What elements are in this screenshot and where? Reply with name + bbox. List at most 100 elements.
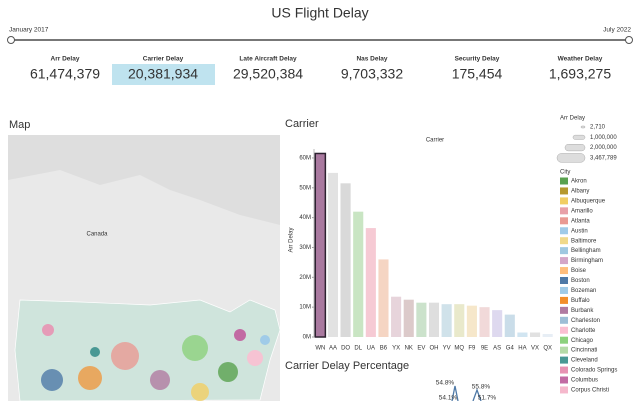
color-swatch[interactable] — [560, 316, 568, 324]
color-swatch[interactable] — [560, 306, 568, 314]
slider-handle[interactable] — [625, 36, 633, 44]
color-swatch[interactable] — [560, 227, 568, 235]
size-label: 2,000,000 — [590, 145, 617, 151]
color-label[interactable]: Burbank — [571, 308, 594, 314]
color-label[interactable]: Colorado Springs — [571, 368, 617, 374]
color-legend-title: City — [560, 170, 570, 176]
color-label[interactable]: Akron — [571, 179, 587, 185]
bar[interactable] — [365, 228, 376, 337]
color-swatch[interactable] — [560, 177, 568, 185]
size-legend-title: Arr Delay — [560, 116, 585, 122]
color-label[interactable]: Boston — [571, 278, 590, 284]
kpi-value[interactable]: 61,474,379 — [30, 66, 100, 82]
bar[interactable] — [340, 183, 351, 337]
color-swatch[interactable] — [560, 296, 568, 304]
map-bubble[interactable] — [260, 335, 270, 345]
kpi-value[interactable]: 29,520,384 — [233, 66, 303, 82]
color-label[interactable]: Cleveland — [571, 358, 598, 364]
color-swatch[interactable] — [560, 267, 568, 275]
map-bubble[interactable] — [150, 370, 170, 390]
pct-label: 54.1% — [439, 395, 458, 401]
bar[interactable] — [542, 334, 553, 337]
color-label[interactable]: Corpus Christi — [571, 388, 609, 394]
map-bubble[interactable] — [78, 366, 102, 390]
color-swatch[interactable] — [560, 217, 568, 225]
bar[interactable] — [530, 332, 541, 337]
map-bubble[interactable] — [247, 350, 263, 366]
color-label[interactable]: Bozeman — [571, 288, 596, 294]
map-place-label: Canada — [86, 232, 108, 238]
color-swatch[interactable] — [560, 286, 568, 294]
map[interactable] — [8, 135, 281, 401]
map-bubble[interactable] — [90, 347, 100, 357]
bar[interactable] — [492, 310, 503, 337]
slider-handle[interactable] — [7, 36, 15, 44]
color-label[interactable]: Bellingham — [571, 248, 601, 254]
kpi-value[interactable]: 1,693,275 — [549, 66, 611, 82]
color-label[interactable]: Buffalo — [571, 298, 590, 304]
y-axis-title: Arr Delay — [289, 227, 295, 252]
bar[interactable] — [416, 302, 427, 337]
size-label: 1,000,000 — [590, 135, 617, 141]
kpi-value[interactable]: 9,703,332 — [341, 66, 403, 82]
bar[interactable] — [466, 305, 477, 337]
map-bubble[interactable] — [191, 383, 209, 401]
color-label[interactable]: Amarillo — [571, 208, 593, 214]
color-swatch[interactable] — [560, 257, 568, 265]
kpi-value[interactable]: 175,454 — [452, 66, 503, 82]
x-tick-label: NK — [405, 346, 413, 352]
color-label[interactable]: Chicago — [571, 338, 594, 344]
map-bubble[interactable] — [234, 329, 246, 341]
map-bubble[interactable] — [182, 335, 208, 361]
color-label[interactable]: Albuquerque — [571, 198, 606, 204]
color-label[interactable]: Albany — [571, 189, 589, 195]
color-swatch[interactable] — [560, 376, 568, 384]
color-label[interactable]: Baltimore — [571, 238, 597, 244]
color-swatch[interactable] — [560, 207, 568, 215]
color-swatch[interactable] — [560, 366, 568, 374]
map-bubble[interactable] — [42, 324, 54, 336]
color-label[interactable]: Columbus — [571, 378, 598, 384]
x-tick-label: G4 — [506, 346, 515, 352]
color-label[interactable]: Boise — [571, 268, 587, 274]
bar[interactable] — [327, 172, 338, 337]
color-swatch[interactable] — [560, 326, 568, 334]
x-tick-label: VX — [531, 346, 539, 352]
color-label[interactable]: Charleston — [571, 318, 600, 324]
map-bubble[interactable] — [218, 362, 238, 382]
map-title: Map — [9, 119, 30, 131]
map-bubble[interactable] — [111, 342, 139, 370]
color-swatch[interactable] — [560, 197, 568, 205]
x-tick-label: HA — [518, 346, 526, 352]
bar[interactable] — [391, 296, 402, 337]
color-swatch[interactable] — [560, 336, 568, 344]
bar[interactable] — [403, 299, 414, 337]
bar[interactable] — [428, 302, 440, 337]
bar[interactable] — [479, 307, 490, 337]
color-swatch[interactable] — [560, 237, 568, 245]
color-label[interactable]: Cincinnati — [571, 348, 597, 354]
color-swatch[interactable] — [560, 187, 568, 195]
color-swatch[interactable] — [560, 386, 568, 394]
bar[interactable] — [517, 332, 528, 337]
size-swatch — [572, 134, 586, 140]
size-swatch — [556, 153, 586, 163]
y-tick-label: 10M — [299, 305, 311, 311]
kpi-value[interactable]: 20,381,934 — [128, 66, 198, 82]
color-label[interactable]: Austin — [571, 228, 588, 234]
bar[interactable] — [441, 304, 452, 337]
bar[interactable] — [353, 211, 364, 337]
bar[interactable] — [504, 314, 515, 337]
map-bubble[interactable] — [41, 369, 63, 391]
bar[interactable] — [454, 304, 465, 337]
color-label[interactable]: Charlotte — [571, 328, 596, 334]
bar[interactable] — [314, 152, 327, 338]
color-swatch[interactable] — [560, 277, 568, 284]
bar[interactable] — [378, 259, 389, 337]
color-swatch[interactable] — [560, 247, 568, 255]
color-swatch[interactable] — [560, 346, 568, 354]
color-label[interactable]: Birmingham — [571, 258, 603, 264]
color-label[interactable]: Atlanta — [571, 218, 590, 224]
color-swatch[interactable] — [560, 356, 568, 364]
